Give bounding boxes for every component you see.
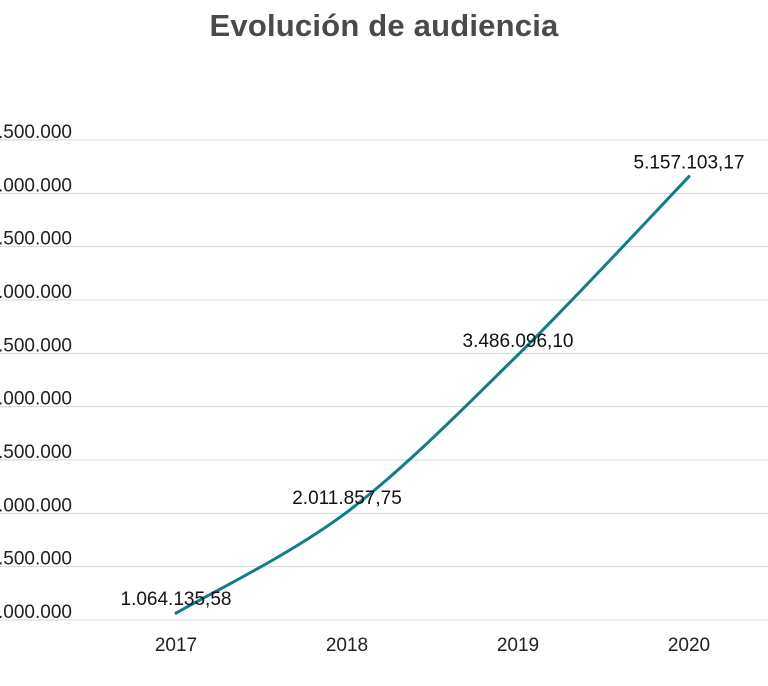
- y-tick-label: .000.000: [0, 389, 72, 410]
- y-tick-label: .500.000: [0, 442, 72, 463]
- data-point: [345, 510, 349, 514]
- x-tick-label: 2020: [668, 635, 710, 656]
- data-labels: 1.064.135,58 2.011.857,75 3.486.096,10 5.15…: [121, 153, 745, 611]
- y-axis-ticks: .000.000 .500.000 .000.000 .500.000 .000.000…: [0, 122, 72, 623]
- x-tick-label: 2018: [326, 635, 368, 656]
- y-tick-label: .500.000: [0, 335, 72, 356]
- data-label: 1.064.135,58: [121, 589, 232, 610]
- data-label: 3.486.096,10: [463, 331, 574, 352]
- data-label: 2.011.857,75: [292, 488, 402, 509]
- series-layer: [174, 175, 691, 615]
- y-tick-label: .500.000: [0, 122, 72, 143]
- y-tick-label: .000.000: [0, 175, 72, 196]
- data-point: [174, 611, 178, 615]
- y-tick-label: .000.000: [0, 602, 72, 623]
- x-tick-label: 2019: [497, 635, 539, 656]
- y-tick-label: .500.000: [0, 549, 72, 570]
- data-label: 5.157.103,17: [634, 153, 745, 174]
- y-tick-label: .000.000: [0, 495, 72, 516]
- data-point: [687, 175, 691, 179]
- grid-lines: [0, 139, 768, 621]
- series-line: [174, 175, 691, 615]
- data-point: [516, 353, 520, 357]
- x-axis-ticks: 2017 2018 2019 2020: [155, 635, 710, 656]
- y-tick-label: .500.000: [0, 229, 72, 250]
- x-tick-label: 2017: [155, 635, 197, 656]
- chart-title: Evolución de audiencia: [209, 8, 559, 43]
- y-tick-label: .000.000: [0, 282, 72, 303]
